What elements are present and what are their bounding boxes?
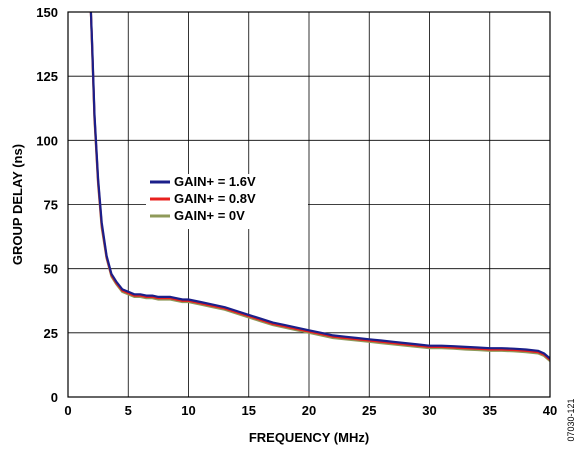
- x-axis-title: FREQUENCY (MHz): [249, 430, 369, 445]
- legend-background: [146, 174, 308, 229]
- x-tick-label: 30: [422, 403, 436, 418]
- x-tick-label: 35: [483, 403, 497, 418]
- grid: [67, 11, 551, 398]
- y-tick-label: 75: [44, 198, 58, 213]
- legend-label: GAIN+ = 0.8V: [174, 191, 256, 206]
- y-tick-label: 125: [36, 69, 58, 84]
- series-line-1: [89, 12, 550, 360]
- legend: GAIN+ = 1.6V GAIN+ = 0.8V GAIN+ = 0V: [146, 174, 308, 229]
- y-axis-title: GROUP DELAY (ns): [10, 144, 25, 265]
- y-tick-label: 25: [44, 326, 58, 341]
- y-tick-label: 0: [51, 390, 58, 405]
- series-layer: [89, 12, 550, 362]
- legend-label: GAIN+ = 0V: [174, 208, 245, 223]
- x-tick-label: 15: [242, 403, 256, 418]
- series-line-2: [89, 12, 550, 361]
- series-line-3: [89, 12, 550, 362]
- x-tick-label: 0: [64, 403, 71, 418]
- legend-label: GAIN+ = 1.6V: [174, 174, 256, 189]
- x-tick-label: 10: [181, 403, 195, 418]
- x-tick-label: 20: [302, 403, 316, 418]
- x-tick-label: 25: [362, 403, 376, 418]
- y-tick-label: 150: [36, 5, 58, 20]
- y-tick-label: 50: [44, 262, 58, 277]
- figure-id: 07030-121: [566, 398, 576, 441]
- plot-frame: [67, 11, 551, 398]
- y-tick-label: 100: [36, 133, 58, 148]
- tick-labels: 0 5 10 15 20 25 30 35 40 0 25 50 75 100 125 150: [36, 5, 557, 418]
- x-tick-label: 5: [125, 403, 132, 418]
- x-tick-label: 40: [543, 403, 557, 418]
